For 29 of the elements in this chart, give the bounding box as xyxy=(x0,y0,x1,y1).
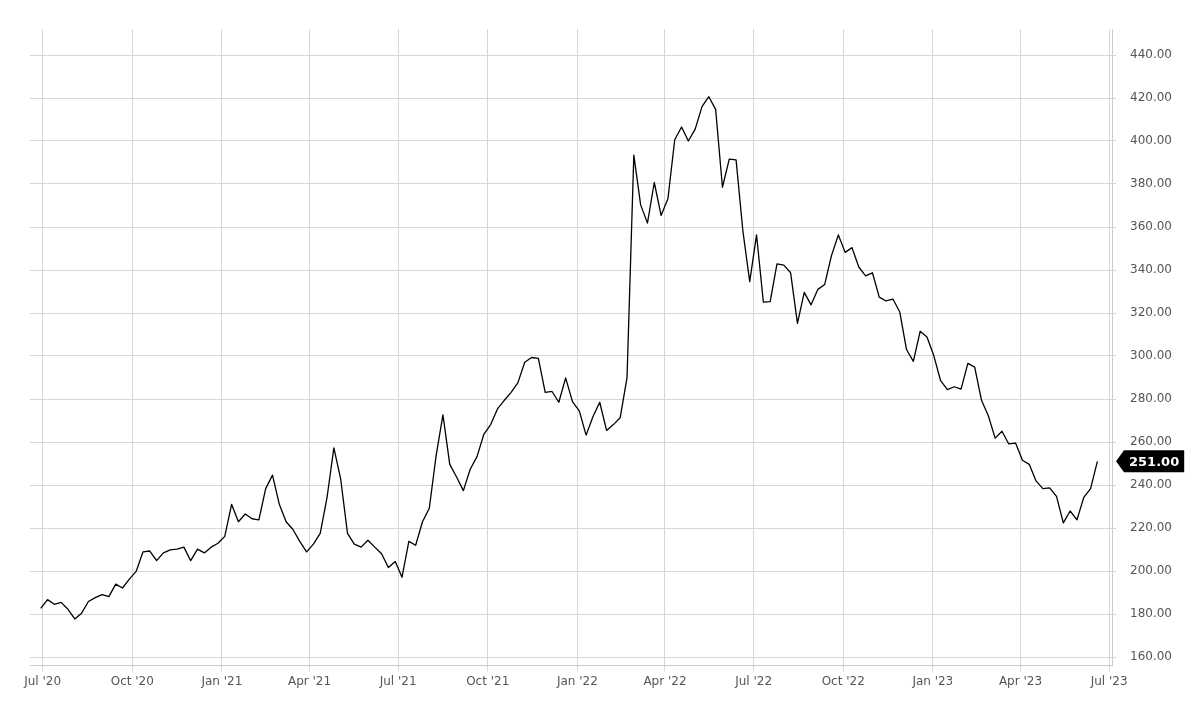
y-tick-label: 280.00 xyxy=(1130,391,1173,406)
y-tick-label: 340.00 xyxy=(1130,262,1173,277)
x-tick-label: Jan '23 xyxy=(911,673,954,688)
text: 251.00 xyxy=(1129,453,1180,469)
y-tick-label: 400.00 xyxy=(1130,133,1173,148)
x-tick-label: Oct '22 xyxy=(821,673,865,688)
y-tick-label: 320.00 xyxy=(1130,305,1173,320)
y-tick-label: 240.00 xyxy=(1130,477,1173,492)
x-tick-label: Jul '20 xyxy=(23,673,62,688)
x-tick-label: Oct '21 xyxy=(466,673,510,688)
x-tick-label: Jan '21 xyxy=(200,673,243,688)
x-tick-label: Oct '20 xyxy=(110,673,154,688)
y-tick-label: 380.00 xyxy=(1130,176,1173,191)
x-tick-label: Jan '22 xyxy=(555,673,598,688)
x-tick-label: Jul '23 xyxy=(1089,673,1128,688)
y-tick-label: 300.00 xyxy=(1130,348,1173,363)
y-tick-label: 440.00 xyxy=(1130,47,1173,62)
y-tick-label: 360.00 xyxy=(1130,219,1173,234)
x-tick-label: Apr '21 xyxy=(287,673,332,688)
x-tick-label: Jul '22 xyxy=(734,673,773,688)
y-tick-label: 160.00 xyxy=(1130,649,1173,664)
y-tick-label: 420.00 xyxy=(1130,90,1173,105)
x-tick-label: Jul '21 xyxy=(378,673,417,688)
y-tick-label: 220.00 xyxy=(1130,520,1173,535)
y-tick-label: 200.00 xyxy=(1130,563,1173,578)
y-tick-label: 180.00 xyxy=(1130,606,1173,621)
x-tick-label: Apr '22 xyxy=(643,673,687,688)
x-tick-label: Apr '23 xyxy=(998,673,1043,688)
y-tick-label: 260.00 xyxy=(1130,434,1173,449)
